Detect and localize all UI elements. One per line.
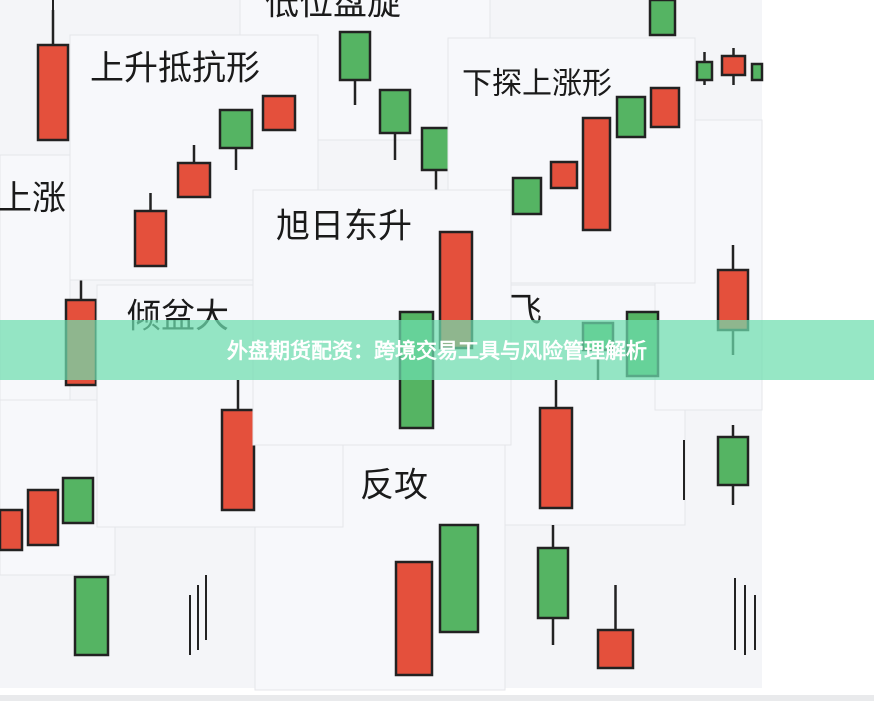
candle-body: [36, 43, 70, 142]
candle-body: [536, 546, 570, 620]
candle-body: [261, 94, 297, 132]
banner: [0, 320, 874, 380]
candle-body: [220, 408, 256, 512]
candle-body: [615, 95, 647, 139]
card-label: 上升抵抗形: [90, 49, 260, 89]
banner-title: 外盘期货配资：跨境交易工具与风险管理解析: [227, 339, 647, 363]
candle-body: [378, 88, 412, 135]
candle-body: [420, 126, 452, 172]
candle-body: [0, 508, 24, 552]
bottom-strip: [0, 695, 874, 701]
candle-body: [176, 161, 212, 199]
card-label: 旭日东升: [276, 207, 412, 247]
candle-body: [581, 116, 612, 232]
candle-body: [73, 575, 110, 657]
candle-body: [394, 560, 434, 677]
candle-body: [549, 160, 579, 190]
candle-body: [338, 30, 372, 82]
candle-body: [511, 176, 543, 216]
card-label: 低位盘旋: [265, 0, 401, 24]
candle-body: [26, 488, 60, 547]
card-label: 下探上涨形: [462, 67, 612, 102]
candle-body: [538, 406, 574, 510]
candle-body: [750, 62, 764, 82]
candle-body: [133, 209, 168, 268]
candle-body: [61, 476, 95, 525]
candle-body: [648, 0, 677, 37]
candle-body: [596, 628, 635, 670]
card-label: 上涨.: [0, 179, 77, 219]
candle-body: [695, 60, 714, 82]
candle-body: [438, 523, 480, 634]
candle-body: [649, 86, 681, 129]
card-label: 反攻: [360, 466, 428, 506]
candle-body: [720, 54, 747, 77]
candle-body: [218, 108, 254, 150]
candle-body: [716, 435, 750, 487]
